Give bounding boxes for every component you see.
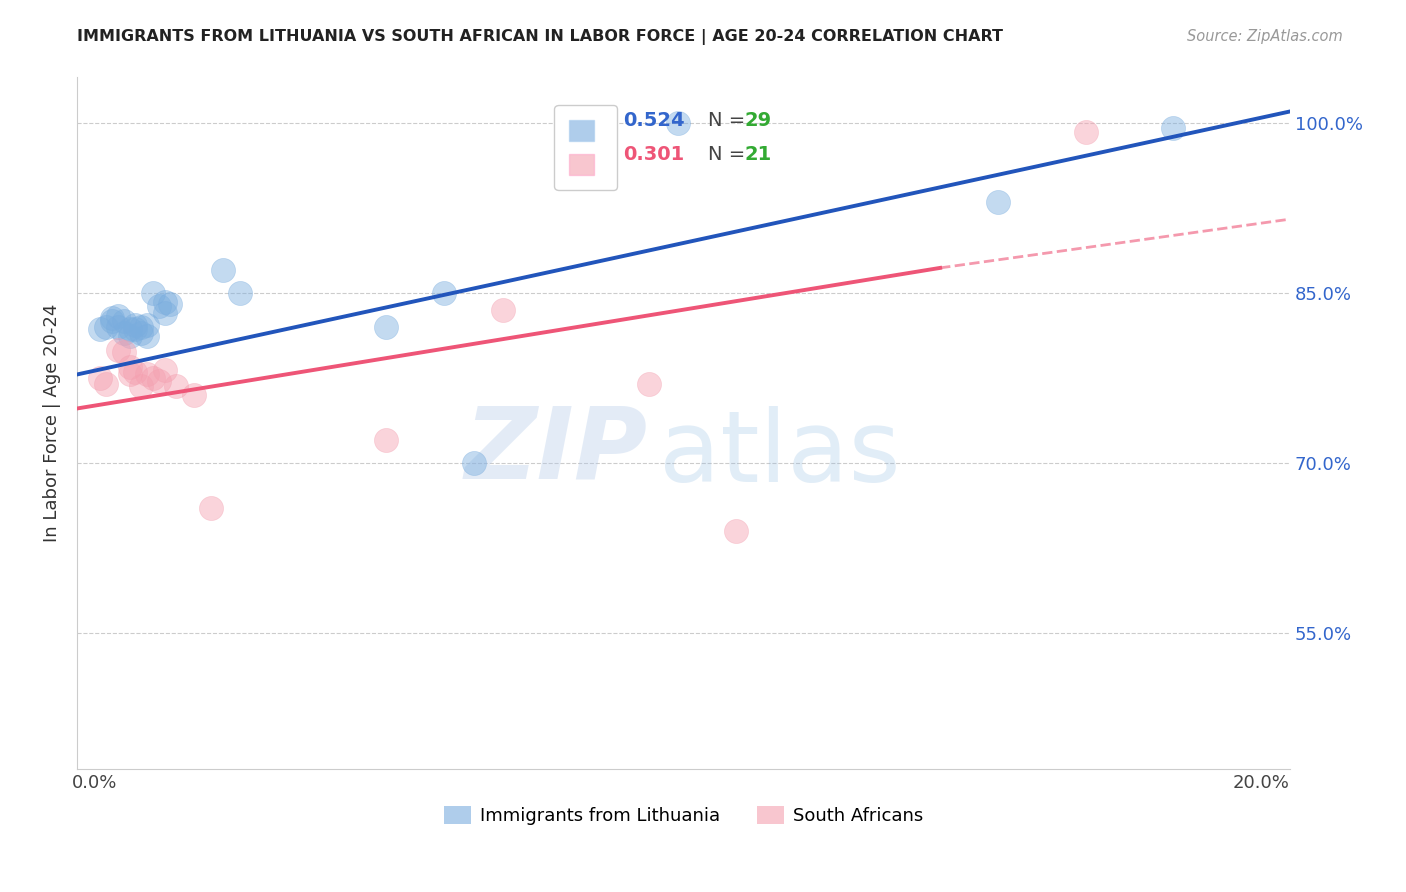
Text: R =: R =: [581, 111, 623, 130]
Point: [148, 300, 170, 314]
Y-axis label: In Labor Force | Age 20-24: In Labor Force | Age 20-24: [44, 304, 60, 542]
Point: [107, 309, 129, 323]
Point: [200, 501, 222, 516]
Point: [433, 285, 456, 300]
Point: [165, 379, 187, 393]
Point: [1074, 125, 1097, 139]
Point: [153, 306, 176, 320]
Point: [136, 329, 159, 343]
Text: 21: 21: [744, 145, 772, 164]
Point: [124, 322, 146, 336]
Point: [229, 285, 252, 300]
Point: [1163, 121, 1185, 136]
Point: [148, 374, 170, 388]
Text: N =: N =: [707, 145, 751, 164]
Point: [112, 326, 135, 340]
Point: [89, 371, 111, 385]
Text: N =: N =: [707, 111, 751, 130]
Point: [375, 434, 398, 448]
Point: [212, 263, 235, 277]
Point: [89, 322, 111, 336]
Text: 0.524: 0.524: [623, 111, 685, 130]
Point: [129, 319, 152, 334]
Point: [136, 318, 159, 332]
Point: [183, 388, 205, 402]
Point: [129, 326, 152, 340]
Point: [112, 344, 135, 359]
Point: [375, 319, 398, 334]
Point: [987, 195, 1010, 210]
Point: [142, 371, 165, 385]
Point: [136, 368, 159, 382]
Point: [101, 310, 124, 325]
Point: [492, 302, 515, 317]
Text: 0.301: 0.301: [623, 145, 685, 164]
Text: R =: R =: [581, 145, 623, 164]
Point: [124, 318, 146, 332]
Point: [142, 285, 165, 300]
Point: [118, 322, 141, 336]
Text: ZIP: ZIP: [464, 402, 647, 500]
Point: [124, 365, 146, 379]
Text: Source: ZipAtlas.com: Source: ZipAtlas.com: [1187, 29, 1343, 44]
Point: [112, 314, 135, 328]
Point: [153, 294, 176, 309]
Point: [153, 363, 176, 377]
Point: [129, 379, 152, 393]
Point: [101, 314, 124, 328]
Point: [118, 329, 141, 343]
Point: [107, 319, 129, 334]
Legend: Immigrants from Lithuania, South Africans: Immigrants from Lithuania, South African…: [437, 798, 931, 832]
Text: atlas: atlas: [659, 406, 901, 503]
Text: 29: 29: [744, 111, 772, 130]
Point: [666, 116, 689, 130]
Point: [637, 376, 659, 391]
Point: [96, 319, 118, 334]
Point: [107, 343, 129, 357]
Point: [118, 359, 141, 374]
Point: [463, 456, 485, 470]
Point: [118, 368, 141, 382]
Text: IMMIGRANTS FROM LITHUANIA VS SOUTH AFRICAN IN LABOR FORCE | AGE 20-24 CORRELATIO: IMMIGRANTS FROM LITHUANIA VS SOUTH AFRIC…: [77, 29, 1004, 45]
Point: [159, 297, 181, 311]
Point: [724, 524, 747, 538]
Point: [96, 376, 118, 391]
